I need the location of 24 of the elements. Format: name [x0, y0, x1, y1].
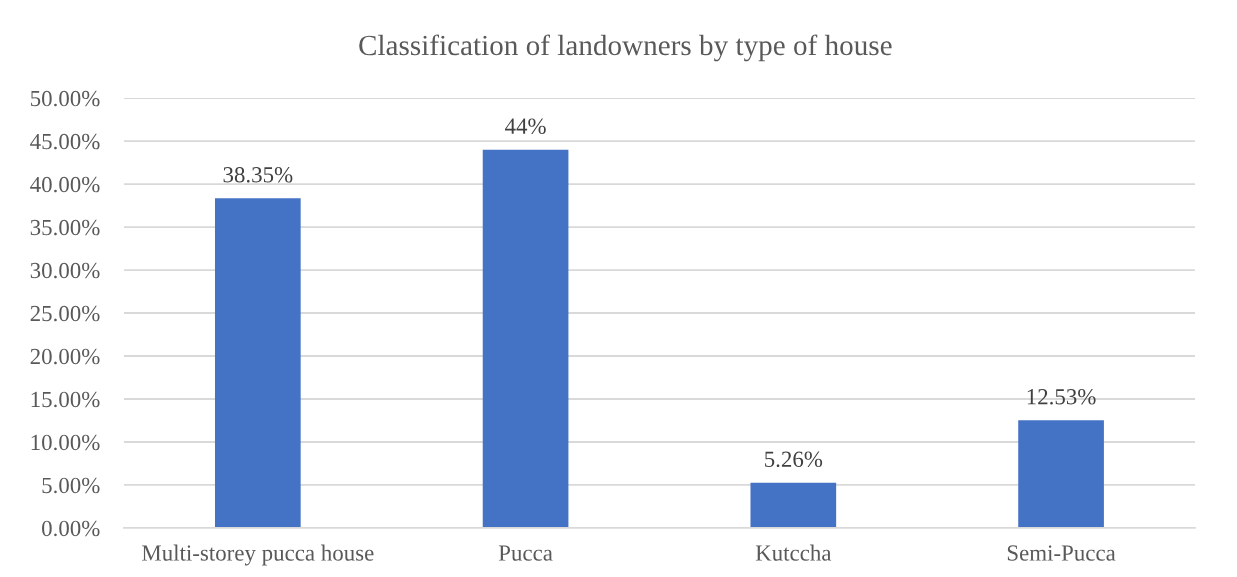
bar — [482, 149, 569, 528]
y-tick-label: 50.00% — [31, 90, 100, 107]
x-tick-label: Kutccha — [755, 544, 832, 561]
y-tick-label: 15.00% — [31, 391, 100, 408]
y-tick-label: 0.00% — [42, 520, 100, 537]
y-tick-label: 30.00% — [30, 262, 100, 279]
bar — [214, 198, 301, 528]
y-tick-label: 40.00% — [30, 176, 100, 193]
y-tick-label: 25.00% — [30, 305, 100, 322]
x-tick-label: Semi-Pucca — [1007, 545, 1116, 561]
data-label: 12.53% — [1027, 389, 1096, 405]
data-label: 44% — [505, 118, 546, 134]
y-tick-label: 10.00% — [31, 434, 100, 451]
y-tick-label: 35.00% — [30, 219, 100, 236]
chart-title: Classification of landowners by type of house — [359, 34, 892, 62]
x-tick-label: Pucca — [498, 545, 553, 561]
data-label: 5.26% — [765, 451, 823, 468]
x-tick-label: Multi-storey pucca house — [142, 544, 374, 566]
bar — [1018, 420, 1104, 528]
y-tick-label: 45.00% — [30, 133, 100, 150]
y-tick-label: 20.00% — [30, 348, 100, 365]
bar — [750, 482, 837, 528]
y-tick-label: 5.00% — [42, 477, 100, 494]
data-label: 38.35% — [223, 167, 293, 183]
